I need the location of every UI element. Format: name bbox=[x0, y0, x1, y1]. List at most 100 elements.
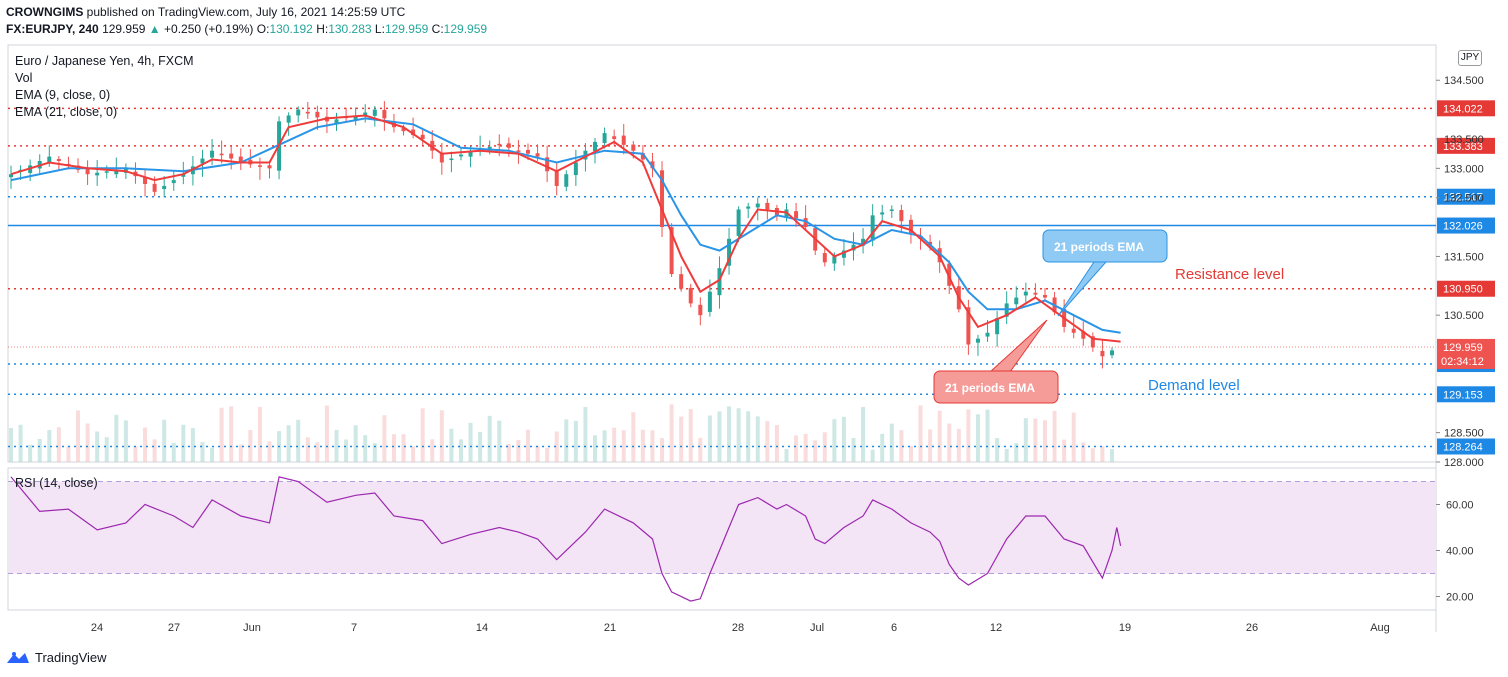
candle-body bbox=[449, 158, 454, 161]
y-tick-label: 128.000 bbox=[1444, 457, 1484, 469]
candle-body bbox=[746, 206, 751, 209]
candle-body bbox=[353, 115, 358, 120]
candle-body bbox=[1110, 350, 1114, 356]
volume-bar bbox=[257, 406, 262, 462]
low-value: 129.959 bbox=[384, 22, 429, 36]
x-tick-label: 12 bbox=[990, 622, 1002, 634]
candle-body bbox=[660, 170, 665, 228]
x-tick-label: 7 bbox=[351, 622, 357, 634]
volume-bar bbox=[918, 405, 923, 462]
publisher-name: CROWNGIMS bbox=[6, 5, 84, 19]
candle-body bbox=[267, 165, 272, 169]
volume-bar bbox=[449, 428, 454, 462]
ema21-legend: EMA (21, close, 0) bbox=[15, 105, 118, 119]
volume-bar bbox=[832, 419, 837, 462]
candle-body bbox=[56, 158, 61, 161]
volume-bar bbox=[37, 439, 42, 462]
footer-brand[interactable]: TradingView bbox=[6, 650, 107, 665]
volume-bar bbox=[1062, 439, 1067, 462]
volume-bar bbox=[219, 407, 224, 462]
candle-body bbox=[171, 180, 176, 184]
candle-body bbox=[535, 153, 540, 157]
candle-body bbox=[995, 318, 1000, 335]
volume-bar bbox=[305, 437, 310, 462]
candle-body bbox=[468, 150, 473, 157]
volume-bar bbox=[296, 419, 301, 462]
currency-badge[interactable]: JPY bbox=[1458, 50, 1482, 66]
volume-bar bbox=[267, 441, 272, 462]
price-level-label: 132.517 bbox=[1443, 192, 1483, 204]
price-chart[interactable]: 134.022133.383132.517132.026130.950129.6… bbox=[0, 0, 1508, 640]
candle-body bbox=[420, 134, 425, 139]
volume-bar bbox=[478, 431, 483, 462]
volume-bar bbox=[1052, 410, 1057, 462]
candle-body bbox=[765, 202, 770, 210]
volume-bar bbox=[162, 419, 167, 462]
brand-name: TradingView bbox=[35, 650, 107, 665]
candle-body bbox=[593, 141, 598, 152]
x-tick-label: Jun bbox=[243, 622, 261, 634]
volume-bar bbox=[1033, 418, 1038, 462]
candle-body bbox=[707, 291, 712, 312]
candle-body bbox=[382, 109, 387, 119]
volume-bar bbox=[985, 409, 990, 462]
candle-body bbox=[899, 210, 904, 222]
candle-body bbox=[1033, 292, 1038, 295]
volume-bar bbox=[143, 427, 148, 462]
volume-bar bbox=[851, 437, 856, 462]
ema21-line bbox=[10, 117, 1121, 334]
candle-body bbox=[238, 156, 243, 163]
price-level-label: 132.026 bbox=[1443, 221, 1483, 233]
candle-body bbox=[727, 238, 732, 266]
volume-bar bbox=[564, 419, 569, 462]
candle-body bbox=[564, 174, 569, 187]
candle-body bbox=[1100, 350, 1105, 357]
open-label: O: bbox=[256, 22, 270, 36]
volume-bar bbox=[631, 412, 636, 462]
y-tick-label: 133.500 bbox=[1444, 134, 1484, 146]
volume-bar bbox=[956, 428, 961, 462]
close-value: 129.959 bbox=[443, 22, 488, 36]
volume-bar bbox=[1023, 418, 1028, 462]
volume-bar bbox=[698, 437, 703, 462]
candle-body bbox=[1023, 291, 1028, 296]
candle-body bbox=[822, 253, 827, 263]
candle-body bbox=[736, 209, 741, 236]
candle-body bbox=[669, 227, 674, 275]
volume-bar bbox=[784, 448, 789, 462]
volume-bar bbox=[401, 434, 406, 462]
volume-bar bbox=[583, 407, 588, 462]
candle-body bbox=[602, 133, 607, 144]
candle-body bbox=[286, 115, 291, 123]
candle-body bbox=[880, 212, 885, 215]
candle-body bbox=[229, 153, 234, 159]
volume-bar bbox=[56, 427, 61, 462]
volume-bar bbox=[707, 415, 712, 462]
candle-body bbox=[430, 140, 435, 151]
volume-bar bbox=[880, 433, 885, 462]
volume-bar bbox=[420, 408, 425, 462]
candle-body bbox=[9, 174, 13, 178]
volume-bar bbox=[545, 447, 550, 462]
volume-bar bbox=[602, 430, 607, 462]
last-price: 129.959 bbox=[102, 22, 146, 36]
x-tick-label: 19 bbox=[1119, 622, 1131, 634]
volume-bar bbox=[104, 437, 109, 462]
volume-bar bbox=[238, 444, 243, 462]
volume-bar bbox=[774, 425, 779, 462]
candle-body bbox=[200, 158, 205, 164]
volume-bar bbox=[650, 430, 655, 462]
volume-bar bbox=[516, 439, 521, 462]
price-level-label: 128.264 bbox=[1443, 441, 1483, 453]
volume-bar bbox=[1090, 448, 1095, 462]
candle-body bbox=[966, 307, 971, 345]
candle-body bbox=[516, 150, 521, 152]
volume-bar bbox=[1014, 443, 1019, 462]
price-level-label: 130.950 bbox=[1443, 284, 1483, 296]
volume-bar bbox=[324, 405, 329, 462]
volume-bar bbox=[794, 435, 799, 462]
x-tick-label: 14 bbox=[476, 622, 488, 634]
candle-body bbox=[162, 185, 167, 190]
volume-bar bbox=[1110, 449, 1114, 462]
x-tick-label: 28 bbox=[732, 622, 744, 634]
